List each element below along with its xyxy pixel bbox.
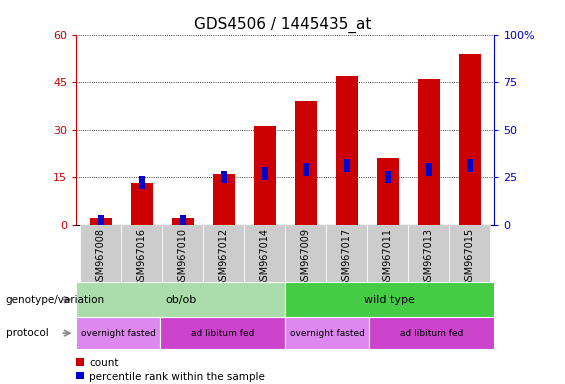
Bar [80, 225, 121, 282]
Bar [449, 225, 490, 282]
Bar [336, 76, 358, 225]
Bar [220, 171, 227, 184]
Bar [203, 225, 244, 282]
Bar [467, 159, 473, 172]
Text: GSM967015: GSM967015 [465, 227, 475, 286]
Text: overnight fasted: overnight fasted [290, 329, 364, 338]
Text: ob/ob: ob/ob [165, 295, 197, 305]
Bar [408, 225, 449, 282]
Bar [172, 218, 194, 225]
Text: percentile rank within the sample: percentile rank within the sample [89, 372, 265, 382]
Bar [76, 282, 285, 317]
Bar [367, 225, 408, 282]
Bar [459, 54, 481, 225]
Text: overnight fasted: overnight fasted [81, 329, 155, 338]
Bar [262, 167, 268, 180]
Text: genotype/variation: genotype/variation [6, 295, 105, 305]
Text: ad libitum fed: ad libitum fed [191, 329, 254, 338]
Text: GSM967016: GSM967016 [137, 227, 147, 286]
Text: GSM967017: GSM967017 [342, 227, 352, 286]
Bar [131, 184, 153, 225]
Bar [294, 101, 317, 225]
Bar [385, 171, 391, 184]
Bar [369, 317, 494, 349]
Text: protocol: protocol [6, 328, 49, 338]
Bar [285, 282, 494, 317]
Bar [212, 174, 235, 225]
Bar [302, 163, 309, 176]
Text: GSM967013: GSM967013 [424, 227, 434, 286]
Text: GSM967011: GSM967011 [383, 227, 393, 286]
Text: ad libitum fed: ad libitum fed [400, 329, 463, 338]
Bar [425, 163, 432, 176]
Bar [160, 317, 285, 349]
Text: GSM967014: GSM967014 [260, 227, 270, 286]
Bar [418, 79, 440, 225]
Text: GSM967008: GSM967008 [96, 227, 106, 286]
Bar [90, 218, 112, 225]
Bar [376, 158, 399, 225]
Text: GSM967012: GSM967012 [219, 227, 229, 286]
Text: wild type: wild type [364, 295, 415, 305]
Bar [138, 177, 145, 189]
Text: count: count [89, 358, 119, 368]
Bar [285, 225, 327, 282]
Bar [121, 225, 162, 282]
Bar [344, 159, 350, 172]
Bar [180, 215, 186, 227]
Text: GDS4506 / 1445435_at: GDS4506 / 1445435_at [194, 17, 371, 33]
Bar [244, 225, 285, 282]
Text: GSM967009: GSM967009 [301, 227, 311, 286]
Text: GSM967010: GSM967010 [178, 227, 188, 286]
Bar [327, 225, 367, 282]
Bar [162, 225, 203, 282]
Bar [76, 317, 160, 349]
Bar [285, 317, 369, 349]
Bar [254, 126, 276, 225]
Bar [98, 215, 104, 227]
